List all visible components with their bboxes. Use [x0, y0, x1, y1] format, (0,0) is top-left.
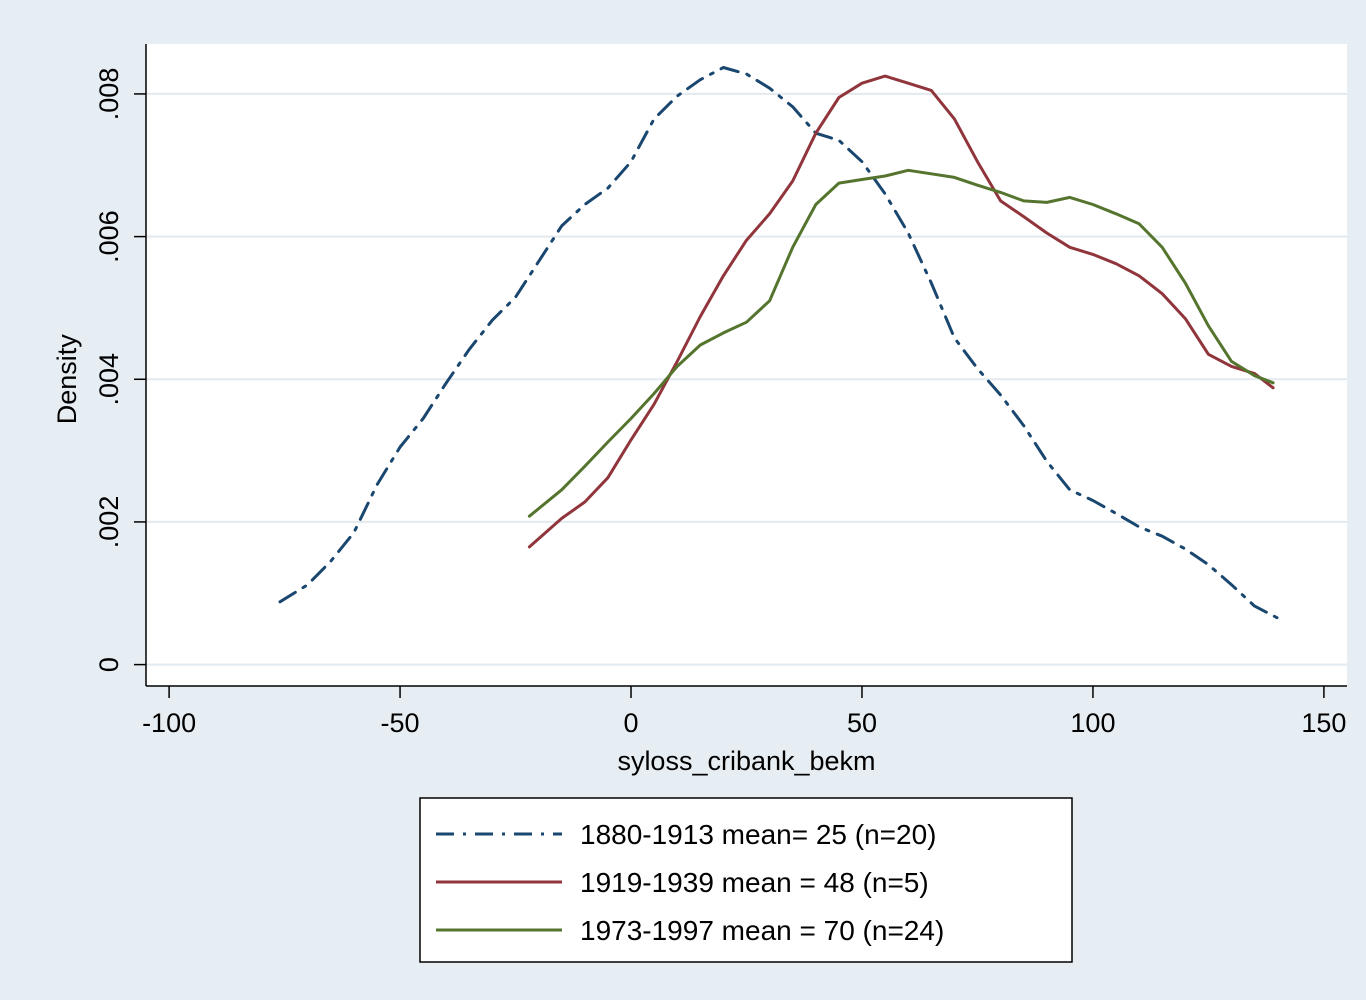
- x-tick-label: 0: [624, 708, 639, 738]
- y-tick-label: 0: [94, 657, 124, 672]
- y-tick-label: .004: [94, 353, 124, 406]
- y-axis-title: Density: [52, 334, 82, 425]
- legend-box: [419, 797, 1073, 963]
- legend-label-2: 1919-1939 mean = 48 (n=5): [580, 867, 929, 898]
- series-line-3: [527, 168, 1275, 518]
- x-tick-label: 150: [1301, 708, 1346, 738]
- x-tick-label: -50: [381, 708, 420, 738]
- legend-label-1: 1880-1913 mean= 25 (n=20): [580, 819, 937, 850]
- series-line-1: [278, 66, 1284, 622]
- x-axis-title: syloss_cribank_bekm: [617, 746, 875, 776]
- legend-label-3: 1973-1997 mean = 70 (n=24): [580, 915, 944, 946]
- series-line-2: [527, 74, 1275, 549]
- y-tick-label: .008: [94, 68, 124, 121]
- x-tick-label: -100: [142, 708, 196, 738]
- y-tick-label: .002: [94, 496, 124, 549]
- y-tick-label: .006: [94, 210, 124, 263]
- x-tick-label: 50: [847, 708, 877, 738]
- x-tick-label: 100: [1070, 708, 1115, 738]
- plot-area: [146, 44, 1347, 686]
